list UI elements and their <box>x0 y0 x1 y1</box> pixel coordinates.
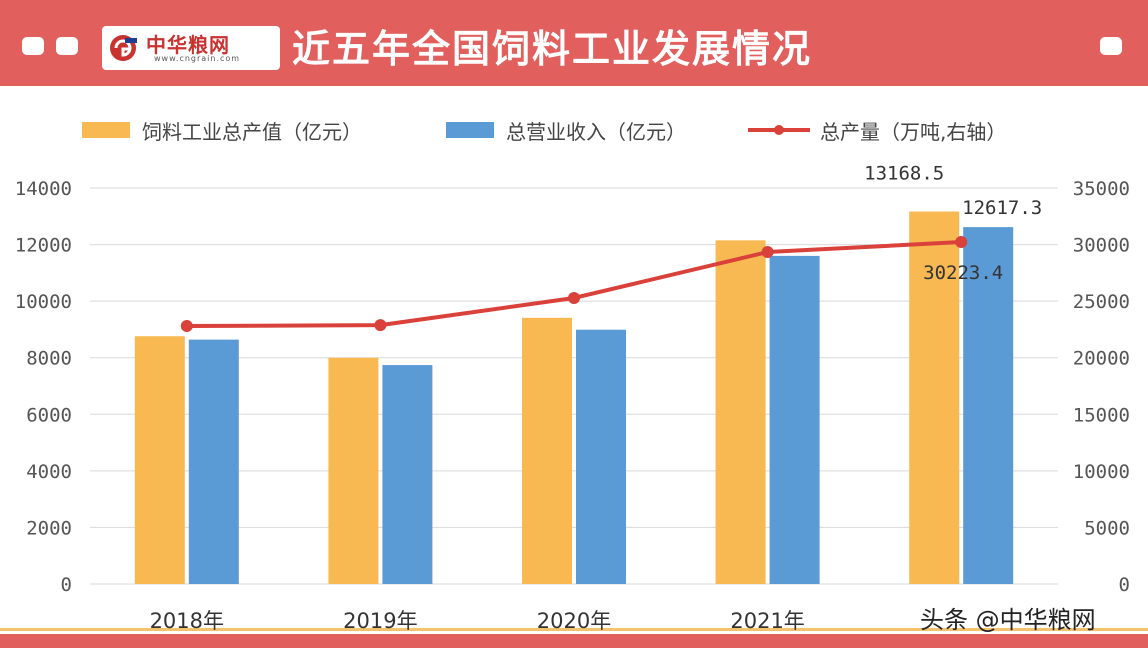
y-right-tick-label: 15000 <box>1073 404 1130 426</box>
y-left-tick-label: 2000 <box>26 517 72 539</box>
y-left-tick-label: 10000 <box>15 291 72 313</box>
logo-name: 中华粮网 <box>146 33 230 57</box>
y-left-tick-label: 6000 <box>26 404 72 426</box>
legend-label: 总营业收入（亿元） <box>506 119 686 144</box>
bar-output-value <box>909 211 960 584</box>
bar-output-value <box>134 336 185 584</box>
legend-swatch <box>446 122 494 138</box>
x-tick-label: 2018年 <box>150 609 224 633</box>
data-label: 30223.4 <box>923 262 1003 284</box>
bottom-accent-line <box>0 628 1148 631</box>
legend-item-output-value: 饲料工业总产值（亿元） <box>82 117 362 144</box>
data-label: 12617.3 <box>962 197 1042 219</box>
y-right-tick-label: 35000 <box>1073 178 1130 200</box>
y-right-tick-label: 20000 <box>1073 348 1130 370</box>
y-left-tick-label: 8000 <box>26 348 72 370</box>
bar-output-value <box>522 317 572 584</box>
legend-swatch <box>82 122 130 138</box>
legend-line-swatch <box>748 125 810 135</box>
production-line <box>186 240 962 329</box>
title-banner: 中华粮网 www.cngrain.com 近五年全国饲料工业发展情况 <box>0 0 1148 86</box>
production-point <box>180 320 193 333</box>
production-point <box>568 291 580 304</box>
banner-dot-right <box>1100 37 1122 55</box>
bar-revenue <box>963 227 1014 584</box>
production-point <box>761 246 774 259</box>
legend-item-production: 总产量（万吨,右轴） <box>746 117 1007 144</box>
bar-revenue <box>382 365 433 584</box>
bar-output-value <box>715 240 766 585</box>
y-right-tick-label: 25000 <box>1073 291 1130 313</box>
y-left-tick-label: 12000 <box>15 235 72 257</box>
legend-label: 饲料工业总产值（亿元） <box>142 119 362 144</box>
y-right-tick-label: 30000 <box>1073 235 1130 257</box>
y-left-tick-label: 14000 <box>15 178 72 200</box>
legend-item-revenue: 总营业收入（亿元） <box>446 117 686 144</box>
bar-output-value <box>328 357 379 584</box>
data-label: 13168.5 <box>864 163 944 185</box>
page-title: 近五年全国饲料工业发展情况 <box>292 26 813 71</box>
banner-dot-left <box>22 37 44 55</box>
y-right-tick-label: 5000 <box>1084 517 1130 539</box>
bottom-bar <box>0 634 1148 648</box>
bar-revenue <box>769 255 820 584</box>
production-point <box>955 236 968 249</box>
production-point <box>374 319 387 332</box>
y-right-tick-label: 0 <box>1119 574 1130 596</box>
x-tick-label: 2020年 <box>537 609 611 633</box>
y-right-tick-label: 10000 <box>1073 461 1130 483</box>
logo-url: www.cngrain.com <box>154 54 241 63</box>
y-left-tick-label: 0 <box>61 574 72 596</box>
legend-label: 总产量（万吨,右轴） <box>820 119 1007 144</box>
y-left-tick-label: 4000 <box>26 461 72 483</box>
cngrain-logo-icon <box>110 35 137 61</box>
bar-revenue <box>576 329 626 584</box>
watermark: 头条 @中华粮网 <box>920 606 1096 634</box>
x-tick-label: 2019年 <box>343 609 417 633</box>
logo: 中华粮网 www.cngrain.com <box>102 26 280 70</box>
x-tick-label: 2021年 <box>730 609 804 633</box>
bar-revenue <box>188 339 239 584</box>
banner-dot-left-2 <box>56 37 78 55</box>
